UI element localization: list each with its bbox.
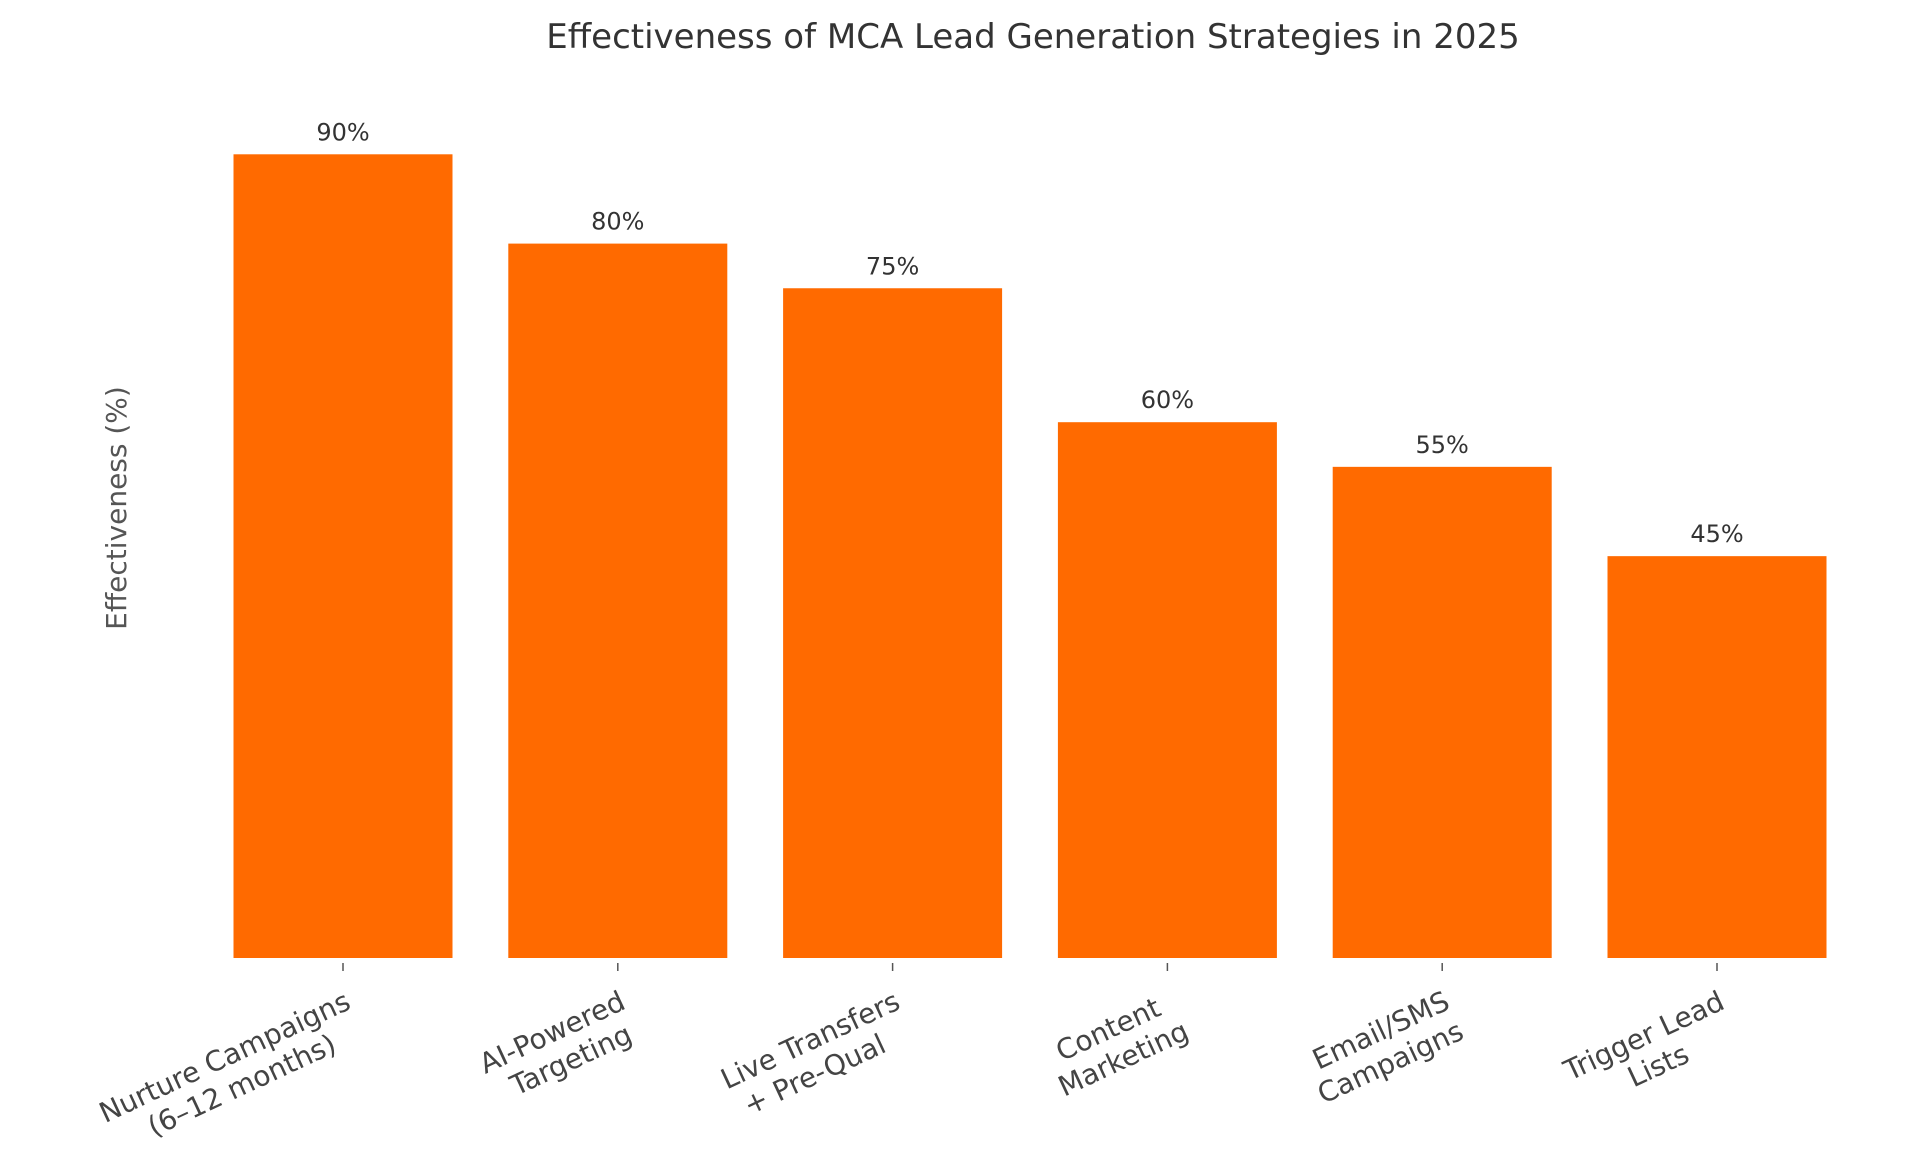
x-tick-label: Nurture Campaigns(6–12 months) — [94, 984, 369, 1159]
data-label: 60% — [1141, 386, 1194, 414]
y-axis-label: Effectiveness (%) — [100, 386, 133, 630]
bar — [1057, 422, 1277, 958]
bar — [508, 243, 728, 959]
x-tick-label: Live Transfers+ Pre-Qual — [716, 984, 919, 1125]
bar — [783, 288, 1003, 958]
data-label: 55% — [1416, 431, 1469, 459]
bar — [1332, 466, 1552, 958]
data-label: 80% — [591, 208, 644, 236]
data-label: 45% — [1690, 520, 1743, 548]
chart-title: Effectiveness of MCA Lead Generation Str… — [546, 17, 1520, 57]
bar — [1607, 556, 1827, 958]
data-label: 90% — [316, 118, 369, 146]
x-tick-label: ContentMarketing — [1039, 984, 1193, 1103]
data-label: 75% — [866, 252, 919, 280]
bar — [233, 154, 453, 959]
x-tick-label: Trigger LeadLists — [1558, 984, 1743, 1117]
x-tick-label: AI-PoweredTargeting — [474, 984, 644, 1110]
x-tick-label: Email/SMSCampaigns — [1298, 984, 1468, 1110]
